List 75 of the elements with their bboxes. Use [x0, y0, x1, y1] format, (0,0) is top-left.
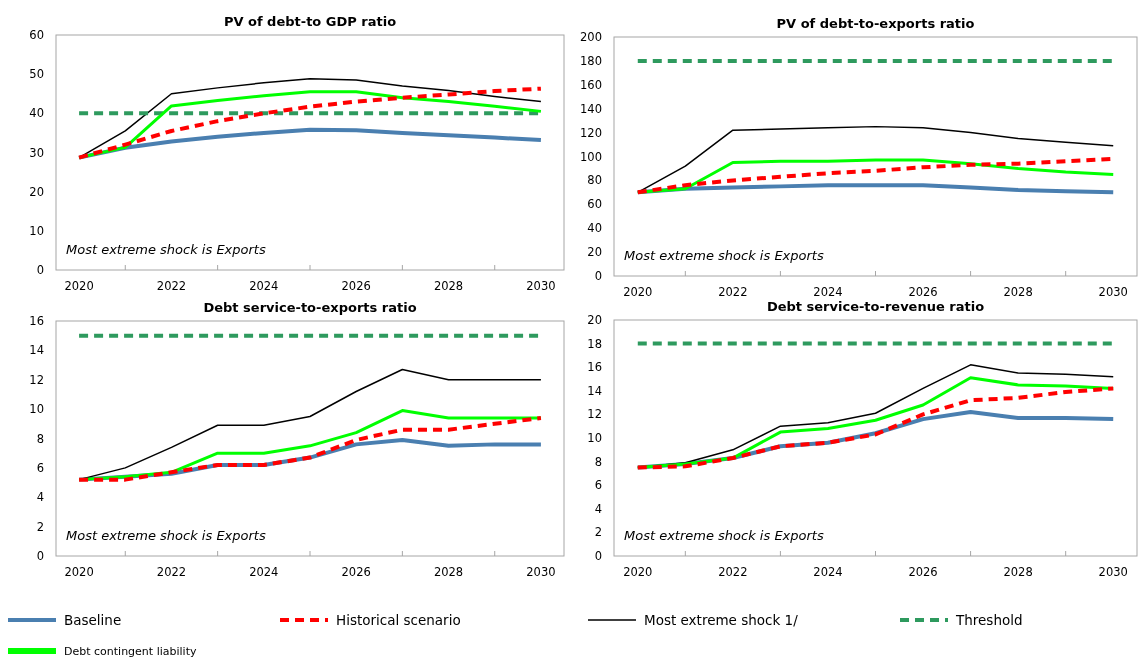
- x-tick-label: 2028: [433, 279, 464, 293]
- y-tick-label: 20: [587, 313, 602, 328]
- y-tick-label: 8: [594, 454, 602, 469]
- y-tick-label: 4: [36, 490, 44, 505]
- x-tick-label: 2022: [718, 565, 748, 579]
- y-tick-label: 10: [587, 431, 602, 446]
- y-tick-label: 20: [587, 245, 602, 260]
- y-tick-label: 14: [587, 383, 602, 398]
- annotation: Most extreme shock is Exports: [624, 248, 824, 263]
- y-tick-label: 30: [29, 145, 44, 160]
- y-tick-label: 0: [594, 269, 602, 284]
- y-tick-label: 120: [580, 125, 602, 140]
- y-tick-label: 60: [29, 28, 44, 43]
- x-tick-label: 2020: [64, 279, 94, 293]
- y-tick-label: 0: [36, 549, 44, 564]
- chart-title: Debt service-to-revenue ratio: [766, 299, 985, 314]
- y-tick-label: 2: [36, 519, 44, 534]
- x-tick-label: 2028: [433, 565, 464, 579]
- x-tick-label: 2026: [908, 285, 938, 299]
- y-tick-label: 40: [587, 221, 602, 236]
- y-tick-label: 60: [587, 197, 602, 212]
- y-tick-label: 8: [36, 431, 44, 446]
- legend-label: Threshold: [955, 611, 1023, 628]
- x-tick-label: 2026: [908, 565, 938, 579]
- y-tick-label: 4: [594, 501, 602, 516]
- y-tick-label: 80: [587, 173, 602, 188]
- legend-label: Historical scenario: [336, 611, 461, 628]
- x-tick-label: 2020: [623, 285, 653, 299]
- y-tick-label: 18: [587, 336, 602, 351]
- x-tick-label: 2020: [623, 565, 653, 579]
- y-tick-label: 200: [580, 30, 602, 45]
- x-tick-label: 2022: [156, 565, 187, 579]
- annotation: Most extreme shock is Exports: [66, 528, 266, 543]
- x-tick-label: 2028: [1003, 285, 1033, 299]
- y-tick-label: 180: [580, 53, 602, 68]
- y-tick-label: 0: [36, 263, 44, 278]
- annotation: Most extreme shock is Exports: [66, 242, 266, 257]
- chart-title: Debt service-to-exports ratio: [203, 300, 417, 315]
- y-tick-label: 12: [29, 372, 44, 387]
- y-tick-label: 12: [587, 407, 602, 422]
- x-tick-label: 2028: [1003, 565, 1033, 579]
- x-tick-label: 2030: [526, 279, 556, 293]
- y-tick-label: 14: [29, 343, 44, 358]
- y-tick-label: 2: [594, 525, 602, 540]
- legend-label: Debt contingent liability: [64, 644, 197, 658]
- y-tick-label: 6: [36, 460, 44, 475]
- y-tick-label: 40: [29, 106, 44, 121]
- y-tick-label: 6: [594, 478, 602, 493]
- x-tick-label: 2024: [249, 565, 279, 579]
- chart-title: PV of debt-to GDP ratio: [223, 14, 397, 29]
- y-tick-label: 20: [29, 184, 44, 199]
- x-tick-label: 2020: [64, 565, 94, 579]
- x-tick-label: 2022: [156, 279, 187, 293]
- y-tick-label: 16: [29, 314, 44, 329]
- x-tick-label: 2030: [526, 565, 556, 579]
- x-tick-label: 2026: [341, 565, 371, 579]
- x-tick-label: 2024: [813, 565, 843, 579]
- legend-label: Most extreme shock 1/: [644, 611, 799, 628]
- x-tick-label: 2022: [718, 285, 748, 299]
- legend-label: Baseline: [64, 611, 122, 628]
- y-tick-label: 0: [594, 549, 602, 564]
- y-tick-label: 16: [587, 360, 602, 375]
- annotation: Most extreme shock is Exports: [624, 528, 824, 543]
- x-tick-label: 2024: [249, 279, 279, 293]
- y-tick-label: 160: [580, 77, 602, 92]
- y-tick-label: 10: [29, 223, 44, 238]
- chart-title: PV of debt-to-exports ratio: [776, 16, 975, 31]
- y-tick-label: 10: [29, 402, 44, 417]
- x-tick-label: 2030: [1098, 285, 1128, 299]
- y-tick-label: 50: [29, 67, 44, 82]
- y-tick-label: 100: [580, 149, 602, 164]
- x-tick-label: 2026: [341, 279, 371, 293]
- x-tick-label: 2024: [813, 285, 843, 299]
- x-tick-label: 2030: [1098, 565, 1128, 579]
- y-tick-label: 140: [580, 101, 602, 116]
